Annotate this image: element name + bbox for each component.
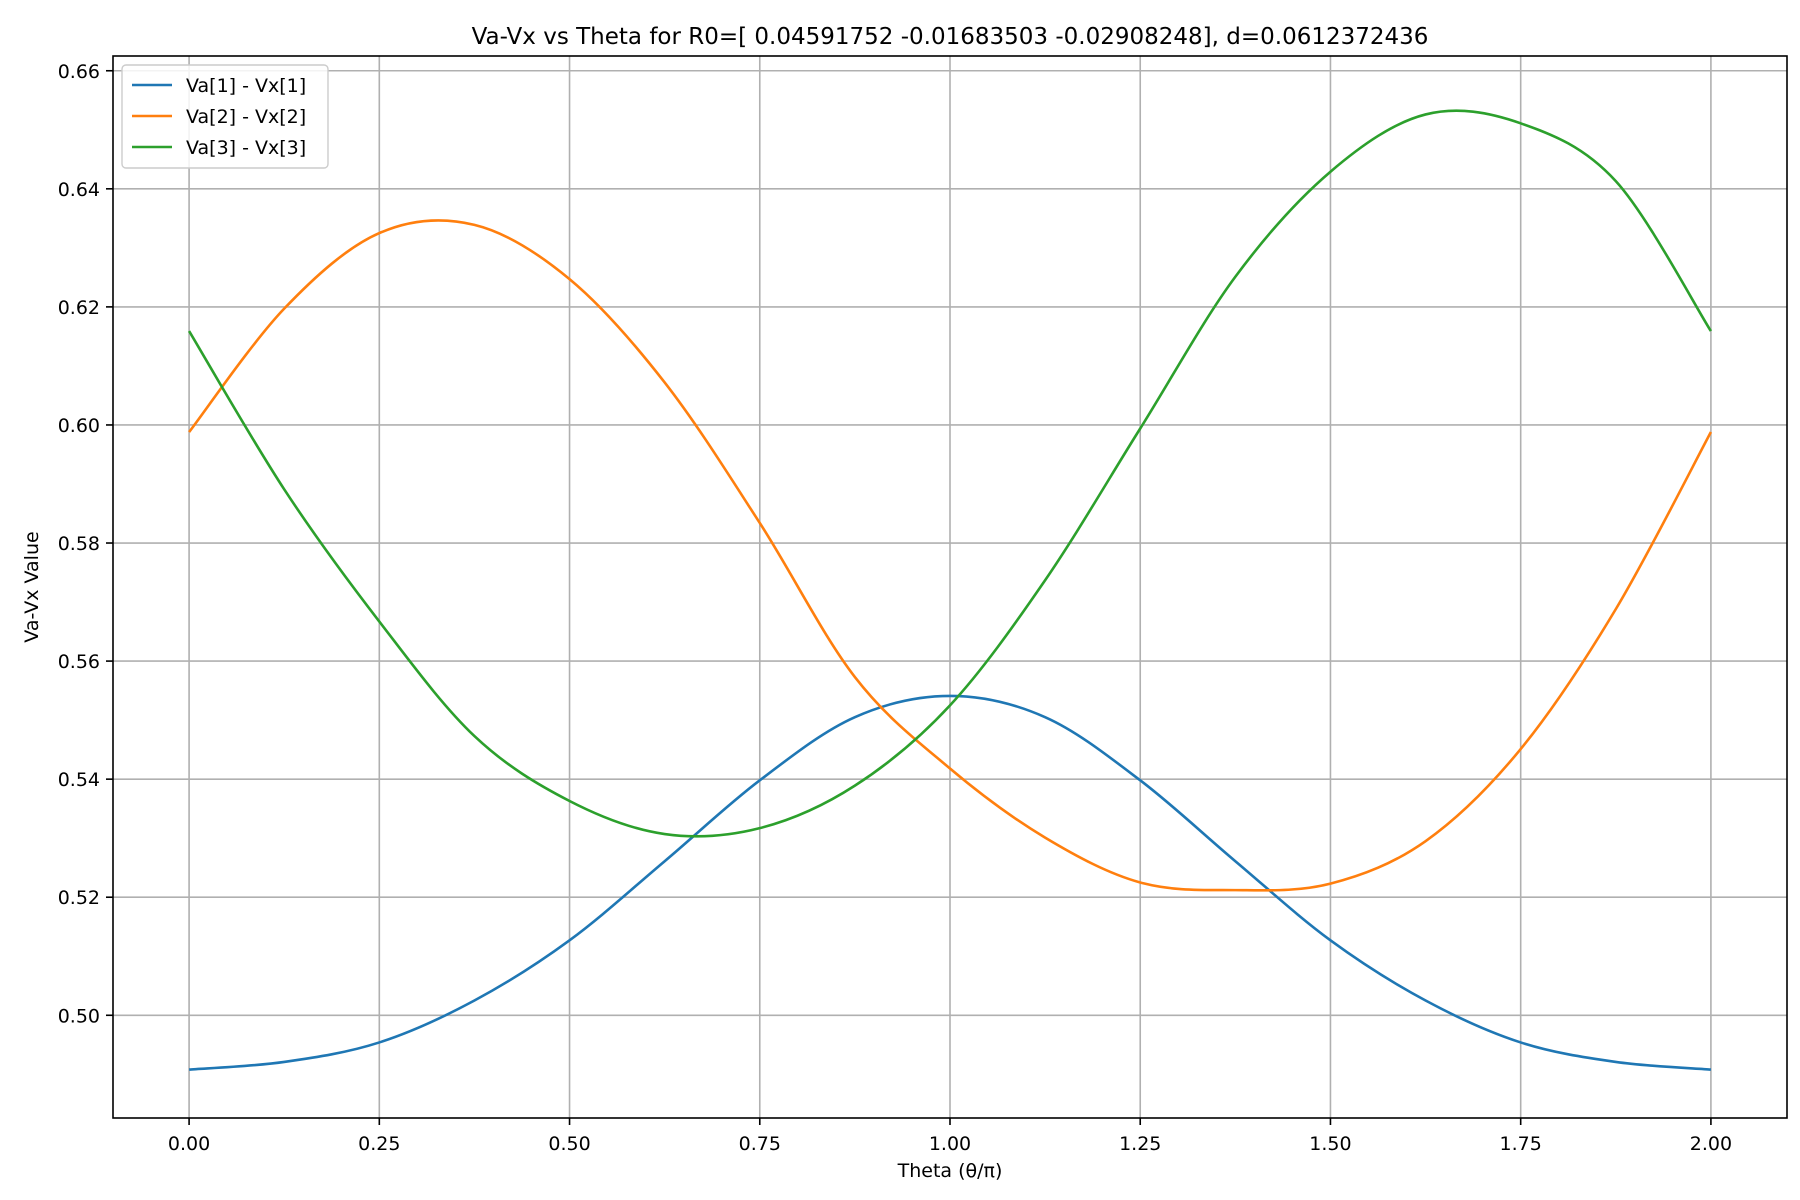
y-tick-label: 0.62: [58, 297, 100, 319]
x-tick-label: 0.75: [739, 1133, 781, 1155]
chart-title: Va-Vx vs Theta for R0=[ 0.04591752 -0.01…: [472, 24, 1429, 50]
x-tick-label: 0.00: [168, 1133, 210, 1155]
x-axis-label: Theta (θ/π): [897, 1160, 1003, 1182]
y-tick-label: 0.64: [58, 179, 100, 201]
series-line-2: [188, 219, 1713, 892]
series-line-1: [188, 694, 1712, 1071]
y-tick-label: 0.56: [58, 651, 100, 673]
grid-layer: [113, 56, 1787, 1118]
x-axis-ticks: 0.00 0.25 0.50 0.75 1.00 1.25 1.50 1.75 2.00: [168, 1118, 1732, 1155]
y-tick-label: 0.60: [58, 415, 100, 437]
y-tick-label: 0.52: [58, 887, 100, 909]
legend-box: [121, 64, 329, 169]
x-tick-label: 1.50: [1309, 1133, 1351, 1155]
x-tick-label: 2.00: [1690, 1133, 1732, 1155]
legend-label-3: Va[3] - Vx[3]: [186, 137, 306, 159]
x-tick-label: 1.75: [1500, 1133, 1542, 1155]
legend-label-2: Va[2] - Vx[2]: [186, 106, 306, 128]
legend: Va[1] - Vx[1] Va[2] - Vx[2] Va[3] - Vx[3]: [121, 64, 329, 169]
y-tick-label: 0.58: [58, 533, 100, 555]
legend-label-1: Va[1] - Vx[1]: [186, 75, 306, 97]
series-layer: [187, 109, 1713, 1071]
series-line-3: [187, 109, 1713, 838]
y-axis-ticks: 0.50 0.52 0.54 0.56 0.58 0.60 0.62 0.64 0.66: [58, 61, 113, 1027]
x-tick-label: 1.25: [1119, 1133, 1161, 1155]
x-tick-label: 0.25: [358, 1133, 400, 1155]
y-tick-label: 0.50: [58, 1005, 100, 1027]
y-tick-label: 0.54: [58, 769, 100, 791]
y-axis-label: Va-Vx Value: [21, 531, 43, 642]
y-tick-label: 0.66: [58, 61, 100, 83]
x-tick-label: 0.50: [548, 1133, 590, 1155]
x-tick-label: 1.00: [929, 1133, 971, 1155]
